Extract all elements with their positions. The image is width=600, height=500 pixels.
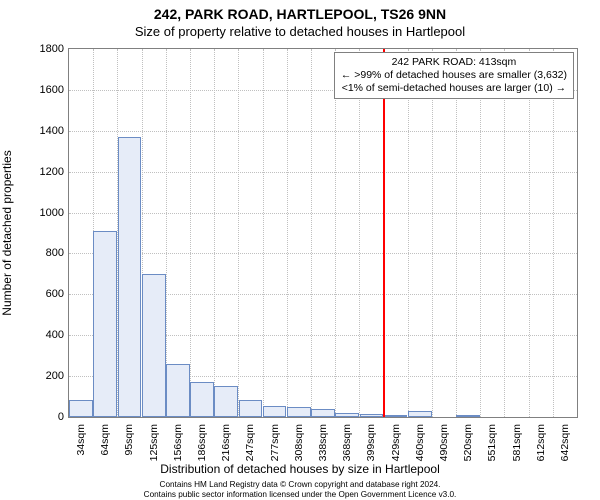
histogram-bar — [311, 409, 335, 417]
x-tick-label: 247sqm — [244, 424, 256, 461]
histogram-bar — [239, 400, 263, 417]
y-tick-label: 400 — [24, 329, 64, 341]
x-axis-label: Distribution of detached houses by size … — [0, 462, 600, 476]
histogram-bar — [287, 407, 311, 417]
histogram-bar — [456, 415, 480, 417]
y-axis-label: Number of detached properties — [0, 150, 14, 315]
y-tick-label: 0 — [24, 411, 64, 423]
histogram-bar — [166, 364, 190, 417]
annotation-line-3: <1% of semi-detached houses are larger (… — [341, 82, 567, 95]
x-tick-label: 156sqm — [172, 424, 184, 461]
x-tick-label: 612sqm — [535, 424, 547, 461]
footer-line-1: Contains HM Land Registry data © Crown c… — [0, 480, 600, 489]
gridline-h — [69, 213, 577, 214]
annotation-line-2: ← >99% of detached houses are smaller (3… — [341, 69, 567, 82]
gridline-v — [359, 49, 360, 417]
histogram-bar — [335, 413, 359, 417]
chart-subtitle: Size of property relative to detached ho… — [0, 24, 600, 39]
gridline-v — [529, 49, 530, 417]
x-tick-label: 429sqm — [390, 424, 402, 461]
gridline-v — [263, 49, 264, 417]
chart-title-address: 242, PARK ROAD, HARTLEPOOL, TS26 9NN — [0, 6, 600, 22]
gridline-v — [432, 49, 433, 417]
gridline-v — [456, 49, 457, 417]
gridline-v — [190, 49, 191, 417]
footer-line-2: Contains public sector information licen… — [0, 490, 600, 499]
x-tick-label: 34sqm — [75, 424, 87, 456]
x-tick-label: 520sqm — [462, 424, 474, 461]
gridline-h — [69, 131, 577, 132]
x-tick-label: 642sqm — [559, 424, 571, 461]
histogram-bar — [69, 400, 93, 417]
gridline-h — [69, 253, 577, 254]
histogram-bar — [384, 415, 408, 417]
y-tick-label: 200 — [24, 370, 64, 382]
x-tick-label: 338sqm — [317, 424, 329, 461]
annotation-line-1: 242 PARK ROAD: 413sqm — [341, 56, 567, 69]
chart-footer: Contains HM Land Registry data © Crown c… — [0, 480, 600, 499]
y-tick-label: 1400 — [24, 125, 64, 137]
histogram-bar — [93, 231, 117, 417]
x-tick-label: 95sqm — [123, 424, 135, 456]
gridline-v — [214, 49, 215, 417]
histogram-bar — [142, 274, 166, 417]
x-tick-label: 581sqm — [511, 424, 523, 461]
gridline-v — [553, 49, 554, 417]
y-tick-label: 1600 — [24, 84, 64, 96]
x-tick-label: 277sqm — [269, 424, 281, 461]
x-tick-label: 490sqm — [438, 424, 450, 461]
gridline-v — [480, 49, 481, 417]
x-tick-label: 64sqm — [99, 424, 111, 456]
histogram-bar — [190, 382, 214, 417]
gridline-v — [335, 49, 336, 417]
x-tick-label: 308sqm — [293, 424, 305, 461]
x-tick-label: 125sqm — [148, 424, 160, 461]
y-tick-label: 1200 — [24, 166, 64, 178]
histogram-bar — [118, 137, 142, 417]
x-tick-label: 399sqm — [365, 424, 377, 461]
gridline-v — [238, 49, 239, 417]
gridline-v — [504, 49, 505, 417]
x-tick-label: 551sqm — [486, 424, 498, 461]
y-tick-label: 1000 — [24, 207, 64, 219]
y-tick-label: 1800 — [24, 43, 64, 55]
gridline-v — [287, 49, 288, 417]
y-tick-label: 600 — [24, 288, 64, 300]
histogram-bar — [360, 414, 384, 417]
x-tick-label: 368sqm — [341, 424, 353, 461]
x-tick-label: 216sqm — [220, 424, 232, 461]
histogram-bar — [214, 386, 238, 417]
gridline-v — [166, 49, 167, 417]
gridline-h — [69, 172, 577, 173]
y-tick-label: 800 — [24, 247, 64, 259]
histogram-bar — [408, 411, 432, 417]
gridline-v — [408, 49, 409, 417]
marker-annotation-box: 242 PARK ROAD: 413sqm ← >99% of detached… — [334, 52, 574, 99]
x-tick-label: 186sqm — [196, 424, 208, 461]
x-tick-label: 460sqm — [414, 424, 426, 461]
histogram-bar — [263, 406, 287, 417]
marker-line — [383, 49, 385, 417]
plot-area: 242 PARK ROAD: 413sqm ← >99% of detached… — [68, 48, 578, 418]
gridline-v — [311, 49, 312, 417]
